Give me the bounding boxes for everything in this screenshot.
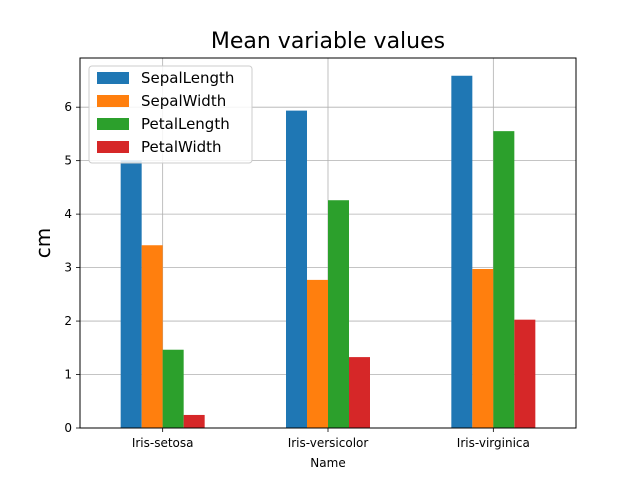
bar-petallength-iris-virginica [493, 131, 515, 428]
bar-sepallength-iris-virginica [451, 75, 473, 429]
bar-petalwidth-iris-virginica [514, 319, 536, 428]
legend-label: PetalWidth [141, 138, 222, 156]
y-tick-label: 3 [64, 261, 72, 275]
legend: SepalLength SepalWidth PetalLength PetalWid… [88, 65, 253, 164]
y-tick-label: 1 [64, 368, 72, 382]
x-tick-label: Iris-setosa [132, 436, 194, 450]
y-tick-label: 4 [64, 207, 72, 221]
bar-sepalwidth-iris-virginica [472, 268, 494, 428]
legend-label: SepalWidth [141, 92, 226, 110]
legend-swatch [97, 95, 129, 107]
legend-label: SepalLength [141, 69, 234, 87]
legend-swatch [97, 141, 129, 153]
bar-sepallength-iris-versicolor [286, 110, 307, 428]
legend-label: PetalLength [141, 115, 230, 133]
bar-sepallength-iris-setosa [120, 160, 142, 429]
x-axis: Iris-setosa Iris-versicolor Iris-virginica [132, 428, 530, 450]
bar-sepalwidth-iris-versicolor [307, 279, 328, 428]
bar-petallength-iris-setosa [162, 349, 184, 428]
legend-swatch [97, 118, 129, 130]
bars [120, 75, 536, 429]
legend-swatch [97, 72, 129, 84]
legend-box [88, 65, 253, 164]
bar-petallength-iris-versicolor [328, 200, 349, 428]
x-tick-label: Iris-virginica [457, 436, 530, 450]
bar-sepalwidth-iris-setosa [141, 245, 163, 428]
chart-title: Mean variable values [211, 29, 445, 54]
y-tick-label: 5 [64, 154, 72, 168]
x-axis-label: Name [310, 456, 345, 470]
y-axis-label: cm [31, 228, 55, 258]
y-axis: 0 1 2 3 4 5 6 [64, 100, 80, 435]
x-tick-label: Iris-versicolor [288, 436, 369, 450]
bar-petalwidth-iris-versicolor [349, 357, 370, 428]
y-tick-label: 2 [64, 314, 72, 328]
bar-petalwidth-iris-setosa [183, 414, 205, 428]
y-tick-label: 0 [64, 421, 72, 435]
y-tick-label: 6 [64, 100, 72, 114]
